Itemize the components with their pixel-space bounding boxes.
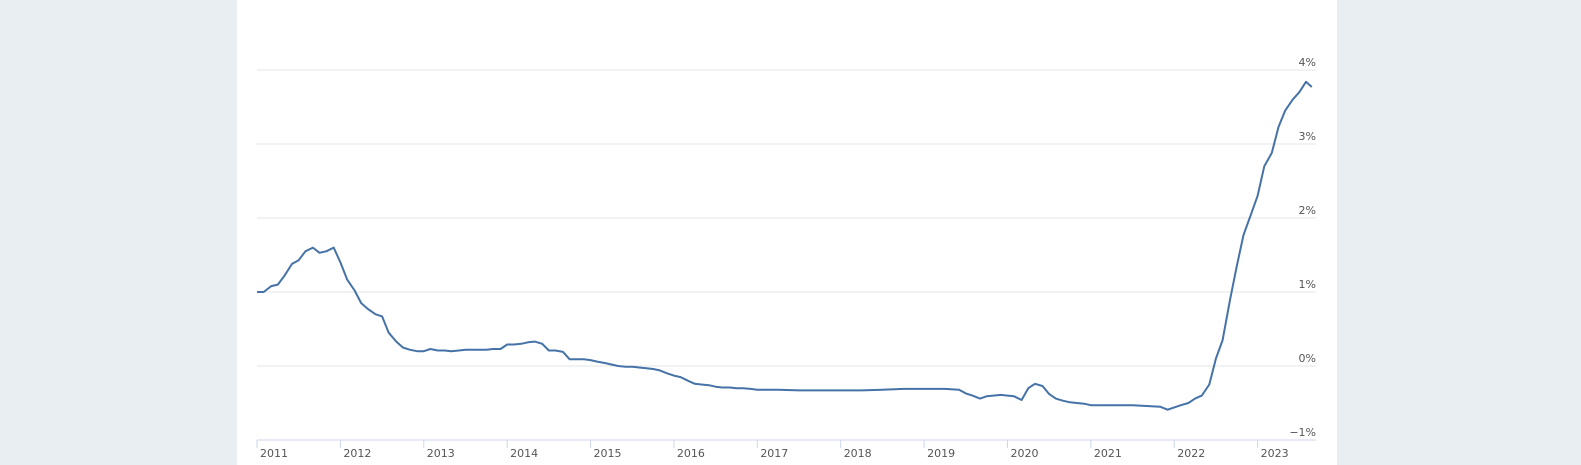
x-tick-label: 2018 [844,447,872,460]
x-tick-label: 2011 [260,447,288,460]
x-tick-label: 2013 [427,447,455,460]
x-tick-label: 2021 [1094,447,1122,460]
chart-panel [237,0,1337,465]
x-tick-label: 2014 [510,447,538,460]
x-tick-label: 2019 [927,447,955,460]
y-tick-label: 3% [1299,130,1316,143]
x-tick-label: 2022 [1177,447,1205,460]
x-tick-label: 2023 [1261,447,1289,460]
y-tick-label: 0% [1299,352,1316,365]
y-tick-label: 4% [1299,56,1316,69]
x-tick-label: 2015 [594,447,622,460]
x-tick-label: 2016 [677,447,705,460]
x-tick-label: 2012 [343,447,371,460]
x-tick-label: 2017 [760,447,788,460]
y-tick-label: −1% [1289,426,1316,439]
y-tick-label: 1% [1299,278,1316,291]
data-line [257,80,1313,411]
y-tick-label: 2% [1299,204,1316,217]
x-tick-label: 2020 [1010,447,1038,460]
